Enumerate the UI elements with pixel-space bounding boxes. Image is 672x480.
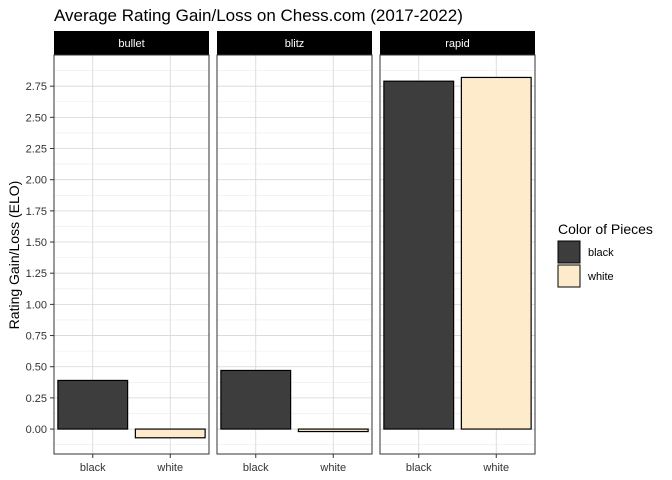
facet-strip bbox=[54, 31, 209, 55]
legend: Color of Pieces black white bbox=[557, 221, 653, 288]
x-tick-label: black bbox=[243, 462, 269, 474]
y-axis: 0.00 0.25 0.50 0.75 1.00 1.25 1.50 1.75 2.00 2.25… bbox=[26, 81, 54, 436]
x-tick-label: white bbox=[156, 462, 183, 474]
bar-blitz-black bbox=[220, 369, 292, 430]
facet-strip-label: rapid bbox=[445, 38, 469, 50]
facet-strip-label: bullet bbox=[118, 38, 144, 50]
y-tick-label: 0.00 bbox=[26, 424, 47, 436]
legend-label-white: white bbox=[587, 271, 614, 283]
y-tick-label: 2.50 bbox=[26, 112, 47, 124]
y-tick-label: 1.25 bbox=[26, 268, 47, 280]
facet-strip-label: blitz bbox=[285, 38, 305, 50]
x-tick-label: black bbox=[406, 462, 432, 474]
panel-border bbox=[379, 54, 536, 455]
bar-rapid-black bbox=[383, 80, 455, 430]
y-tick-label: 0.50 bbox=[26, 362, 47, 374]
legend-label-black: black bbox=[588, 247, 614, 259]
legend-title: Color of Pieces bbox=[558, 221, 653, 237]
y-tick-label: 0.25 bbox=[26, 393, 47, 405]
legend-swatch-white bbox=[557, 264, 581, 288]
chart-title: Average Rating Gain/Loss on Chess.com (2… bbox=[54, 6, 463, 25]
facet-strip bbox=[380, 31, 535, 55]
panel-border bbox=[216, 54, 373, 455]
y-tick-label: 2.25 bbox=[26, 144, 47, 156]
bar-bullet-black bbox=[57, 379, 129, 430]
bar-blitz-white bbox=[297, 428, 369, 433]
y-tick-label: 0.75 bbox=[26, 331, 47, 343]
facet-panel-blitz: blitz black white bbox=[216, 31, 373, 474]
x-tick-label: white bbox=[319, 462, 346, 474]
y-tick-label: 1.75 bbox=[26, 206, 47, 218]
panel-border bbox=[53, 54, 210, 455]
y-tick-label: 2.75 bbox=[26, 81, 47, 93]
facet-strip bbox=[217, 31, 372, 55]
y-tick-label: 1.00 bbox=[26, 299, 47, 311]
x-tick-label: black bbox=[80, 462, 106, 474]
x-tick-label: white bbox=[482, 462, 509, 474]
bar-rapid-white bbox=[460, 76, 532, 430]
facet-panels: 0.00 0.25 0.50 0.75 1.00 1.25 1.50 1.75 2.00 2.25… bbox=[26, 31, 536, 474]
y-axis-label: Rating Gain/Loss (ELO) bbox=[6, 181, 22, 330]
facet-panel-bullet: bullet black white bbox=[53, 31, 210, 474]
y-tick-label: 2.00 bbox=[26, 175, 47, 187]
legend-swatch-black bbox=[557, 240, 581, 264]
y-tick-label: 1.50 bbox=[26, 237, 47, 249]
bar-bullet-white bbox=[134, 428, 206, 439]
facet-panel-rapid: rapid black white bbox=[379, 31, 536, 474]
